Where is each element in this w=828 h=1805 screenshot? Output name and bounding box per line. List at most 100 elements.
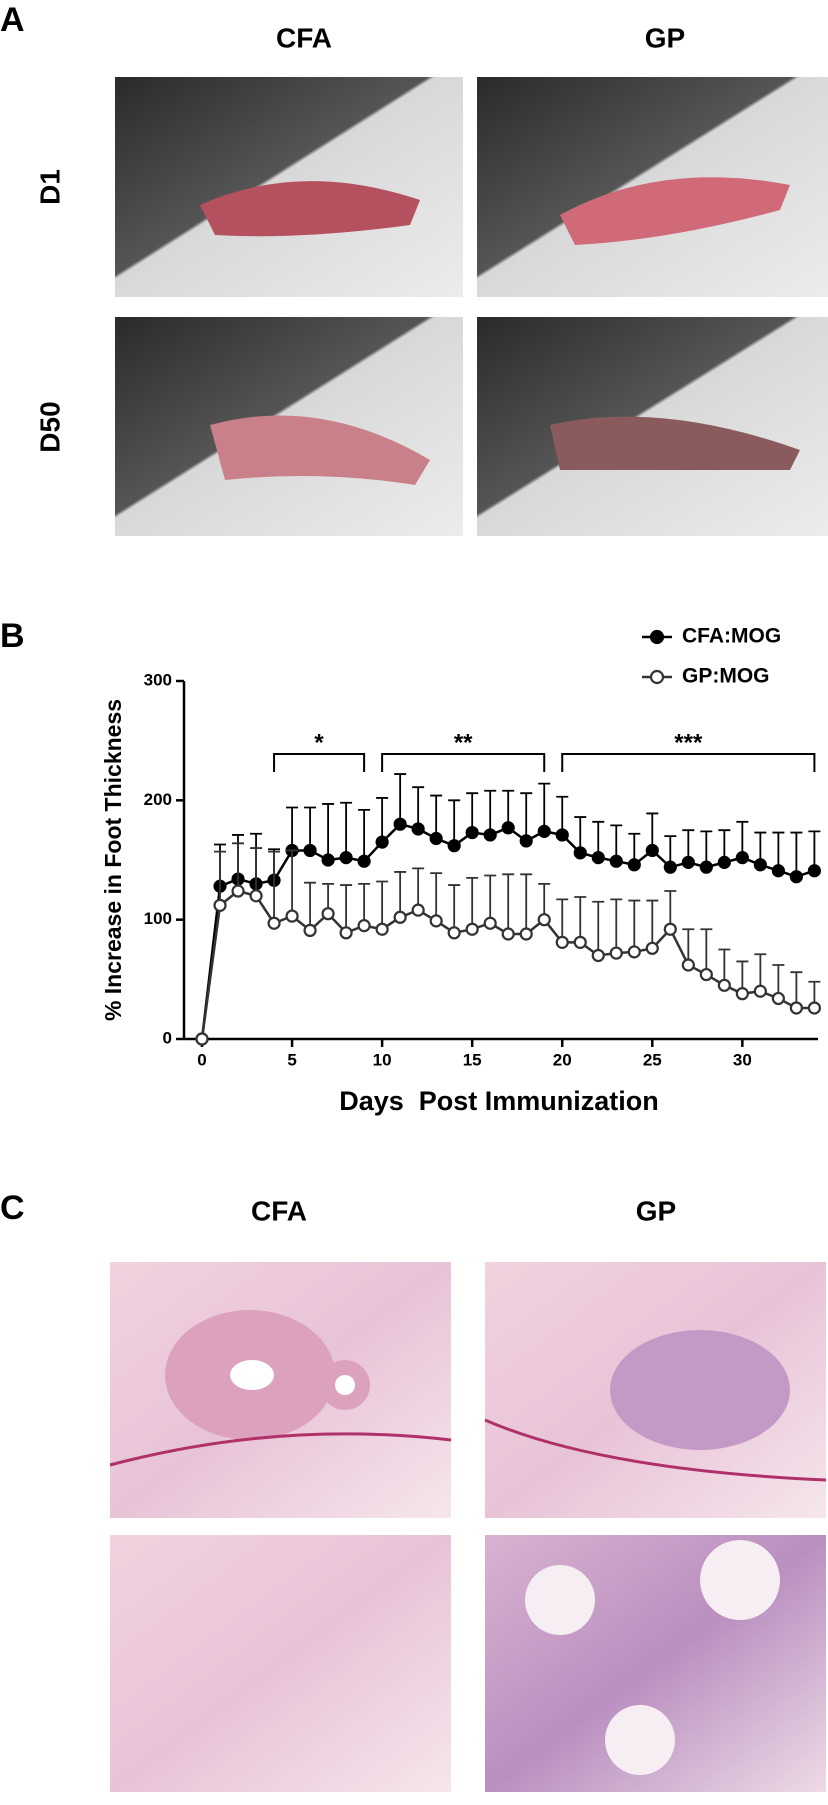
error-bar [484, 789, 497, 835]
data-point [753, 984, 767, 998]
error-bar [286, 849, 299, 917]
data-point [807, 864, 821, 878]
column-header: GP [645, 22, 685, 53]
x-tick-label: 15 [463, 1050, 482, 1069]
error-bar [520, 873, 533, 934]
error-bar [466, 877, 479, 930]
error-bar [304, 806, 317, 851]
column-header: GP [636, 1195, 676, 1226]
data-point [303, 843, 317, 858]
significance-label: * [314, 729, 324, 756]
data-point [645, 941, 659, 955]
x-tick-label: 30 [733, 1050, 752, 1069]
panel-label: B [0, 617, 25, 655]
data-point [375, 922, 389, 936]
data-point [609, 854, 623, 868]
row-header: D50 [34, 401, 65, 452]
data-point [555, 935, 569, 949]
column-header: CFA [251, 1195, 307, 1226]
data-point [519, 834, 533, 848]
legend-label: GP:MOG [682, 665, 770, 688]
error-bar [340, 801, 353, 858]
data-point [285, 909, 299, 923]
significance-bracket [381, 753, 546, 772]
data-point [663, 922, 677, 936]
error-bar [610, 898, 623, 954]
data-point [429, 914, 443, 928]
error-bar [358, 882, 371, 926]
data-point [411, 822, 425, 836]
error-bar [304, 881, 317, 931]
error-bar [394, 871, 407, 918]
data-point [591, 948, 605, 963]
error-bar [592, 900, 605, 956]
x-tick-label: 20 [553, 1050, 572, 1069]
data-point [645, 843, 659, 858]
error-bar [448, 799, 461, 846]
y-tick-label: 200 [144, 790, 172, 809]
data-point [663, 860, 677, 874]
x-tick-label: 10 [373, 1050, 392, 1069]
data-point [303, 923, 317, 938]
error-bar [412, 786, 425, 829]
error-bar [412, 867, 425, 911]
data-point [537, 824, 551, 838]
panel-label: C [0, 1189, 25, 1227]
data-point [789, 1001, 803, 1015]
error-bar [556, 898, 569, 943]
data-point [555, 828, 569, 842]
data-point [735, 987, 749, 1001]
legend-label: CFA:MOG [682, 625, 781, 648]
error-bar [268, 850, 281, 924]
data-point [429, 831, 443, 846]
data-point [447, 926, 461, 940]
row-header: D1 [34, 169, 65, 205]
error-bar [448, 884, 461, 933]
significance-bracket [561, 753, 816, 772]
data-point [321, 907, 335, 921]
data-point [357, 854, 371, 868]
error-bar [700, 928, 713, 975]
data-point [807, 1001, 821, 1015]
error-bar [790, 831, 803, 877]
significance-label: ** [454, 729, 473, 756]
data-point [249, 889, 263, 903]
data-point [789, 870, 803, 884]
error-bar [232, 842, 245, 892]
data-point [609, 946, 623, 960]
error-bar [322, 803, 335, 860]
error-bar [628, 899, 641, 952]
data-point [393, 910, 407, 924]
data-point [681, 855, 695, 869]
y-tick-label: 300 [144, 670, 172, 689]
error-bar [394, 773, 407, 825]
column-header: CFA [276, 22, 332, 53]
legend-marker [649, 629, 665, 645]
data-point [681, 958, 695, 972]
error-bar [358, 808, 371, 862]
error-bar [250, 847, 263, 896]
error-bar [340, 884, 353, 933]
error-bar [430, 794, 443, 839]
x-tick-label: 0 [197, 1050, 206, 1069]
data-point [231, 884, 245, 898]
panel-label: A [0, 1, 25, 39]
data-point [753, 858, 767, 872]
significance-bracket [273, 753, 366, 772]
data-point [267, 916, 281, 930]
histology [109, 1262, 827, 1792]
data-point [771, 864, 785, 878]
legend-marker [649, 669, 665, 685]
data-point [447, 839, 461, 853]
data-point [393, 817, 407, 831]
data-point [195, 1032, 209, 1046]
error-bar [376, 797, 389, 843]
data-point [465, 922, 479, 936]
data-point [573, 846, 587, 860]
x-tick-label: 5 [287, 1050, 296, 1069]
x-axis-label: Days Post Immunization [339, 1086, 659, 1116]
x-tick-label: 25 [643, 1050, 662, 1069]
error-bar [286, 806, 299, 851]
data-point [321, 853, 335, 867]
